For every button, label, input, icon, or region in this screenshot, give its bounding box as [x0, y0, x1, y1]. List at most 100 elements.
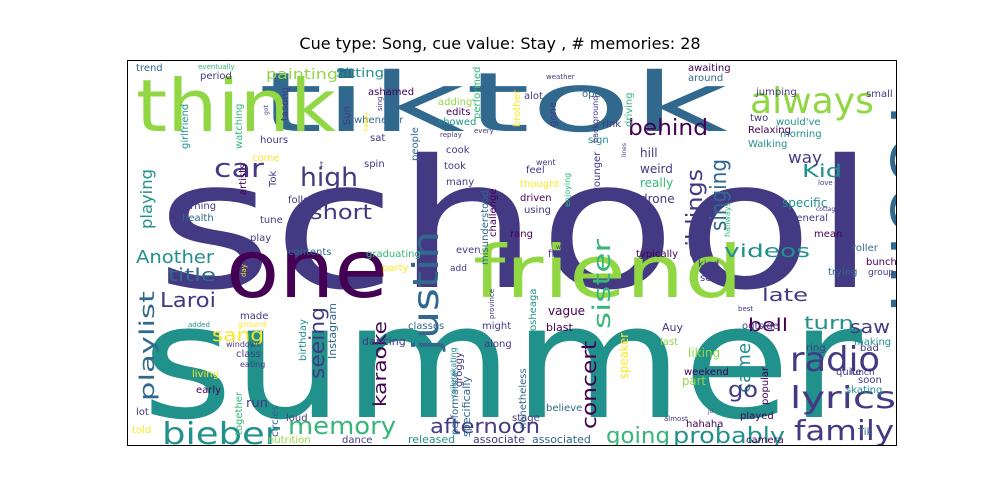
word-along: along: [484, 339, 512, 350]
word-playlist: playlist: [135, 291, 159, 401]
word-ashamed: ashamed: [368, 87, 414, 98]
word-best: best: [738, 305, 753, 313]
word-cottage: cottage: [816, 206, 839, 213]
word-challenge: challenge: [488, 188, 499, 237]
word-gone: gone: [548, 102, 559, 127]
word-drone: drone: [640, 192, 675, 206]
word-alot: alot: [524, 91, 543, 102]
word-lines: lines: [621, 143, 628, 157]
word-outside: outside: [742, 321, 779, 332]
word-party: party: [382, 263, 409, 274]
word-hill: hill: [640, 146, 658, 160]
word-tik-small: Tik: [857, 427, 873, 438]
word-singing: singing: [707, 159, 732, 231]
word-sitting: Sitting: [336, 66, 384, 80]
word-lunch: lunch: [850, 368, 875, 378]
word-hahaha: hahaha: [686, 419, 723, 430]
word-replay: replay: [440, 131, 462, 139]
word-siblings: siblings: [683, 169, 708, 259]
word-seeing: seeing: [305, 307, 329, 379]
word-jumping: jumping: [755, 87, 797, 98]
word-speaker: speaker: [617, 333, 631, 379]
word-kid: Kid: [802, 161, 842, 182]
word-late: late: [762, 285, 808, 306]
word-sat: sat: [370, 133, 385, 144]
word-weird: weird: [640, 162, 673, 176]
word-laroi: Laroi: [160, 288, 216, 312]
word-windows: windows: [226, 340, 261, 349]
word-making: making: [854, 337, 891, 348]
word-believe: believe: [546, 403, 582, 414]
word-nutrition: nutrition: [268, 435, 311, 446]
word-skating: skating: [846, 385, 882, 396]
word-added: added: [188, 321, 210, 329]
word-first: first: [548, 249, 568, 260]
word-two: two: [750, 113, 768, 124]
word-rang: rang: [510, 229, 533, 240]
word-another: Another: [136, 247, 215, 268]
word-open: open: [582, 89, 607, 100]
word-tok: Tok: [268, 170, 279, 188]
word-watching: watching: [234, 103, 245, 149]
word-sang: sang: [212, 325, 264, 346]
word-turn: turn: [804, 313, 854, 334]
word-made: made: [240, 311, 268, 322]
word-lot: lot: [136, 407, 149, 418]
word-many: many: [446, 177, 474, 188]
word-tune: tune: [260, 215, 283, 226]
word-typically: typically: [636, 249, 678, 260]
word-trend: trend: [136, 63, 163, 74]
word-radio: radio: [790, 340, 880, 380]
word-behind: behind: [628, 116, 708, 141]
word-showed: showed: [438, 117, 476, 128]
word-play: play: [250, 233, 271, 244]
word-class: class: [236, 349, 261, 360]
word-girlfriend: girlfriend: [180, 104, 191, 149]
word-rink: rink: [602, 119, 621, 130]
word-told: told: [132, 425, 151, 436]
word-word: word: [556, 244, 571, 251]
word-performed: performed: [472, 67, 483, 119]
word-group: group: [868, 268, 894, 278]
word-thought: thought: [520, 179, 559, 190]
word-lyrics: lyrics: [790, 381, 896, 416]
word-rollerskating: rollerskating: [449, 347, 458, 397]
word-adding: adding: [438, 97, 472, 108]
word-edits: edits: [446, 107, 470, 118]
word-bad: bad: [860, 343, 879, 354]
word-health: health: [182, 213, 214, 224]
word-tiktok: tiktok: [258, 61, 729, 151]
word-playing: playing: [137, 169, 156, 229]
word-day: day: [240, 264, 248, 277]
word-weekend: weekend: [684, 367, 729, 378]
word-played: played: [740, 411, 774, 422]
word-province: province: [488, 289, 496, 319]
word-friend: friend: [473, 230, 743, 314]
word-ring: ring: [806, 343, 826, 354]
word-awaiting: awaiting: [688, 63, 731, 74]
word-walking: Walking: [748, 139, 787, 150]
word-osheaga: osheaga: [528, 289, 539, 331]
word-videos: videos: [724, 241, 810, 262]
word-camera: camera: [746, 435, 784, 446]
word-probably: probably: [673, 424, 785, 446]
word-associate: associate: [473, 433, 525, 446]
word-eventually: eventually: [198, 63, 235, 71]
word-loud: loud: [286, 413, 308, 424]
word-brother: brother: [512, 89, 523, 127]
word-come: come: [252, 153, 280, 164]
word-contents: contents: [288, 247, 332, 258]
word-really: really: [640, 176, 673, 190]
word-period: period: [200, 71, 232, 82]
word-driving: driving: [624, 92, 635, 127]
word-artists: artists: [238, 164, 249, 195]
word-saw: saw: [850, 317, 890, 338]
word-misunderstood: misunderstood: [480, 190, 491, 265]
word-summer: summer: [142, 271, 862, 446]
word-came: came: [734, 343, 755, 393]
word-cook: cook: [446, 145, 470, 156]
word-took: took: [444, 161, 466, 172]
word-think: think: [136, 64, 336, 148]
word-specifically: specifically: [460, 376, 473, 437]
word-eating: eating: [240, 360, 265, 369]
